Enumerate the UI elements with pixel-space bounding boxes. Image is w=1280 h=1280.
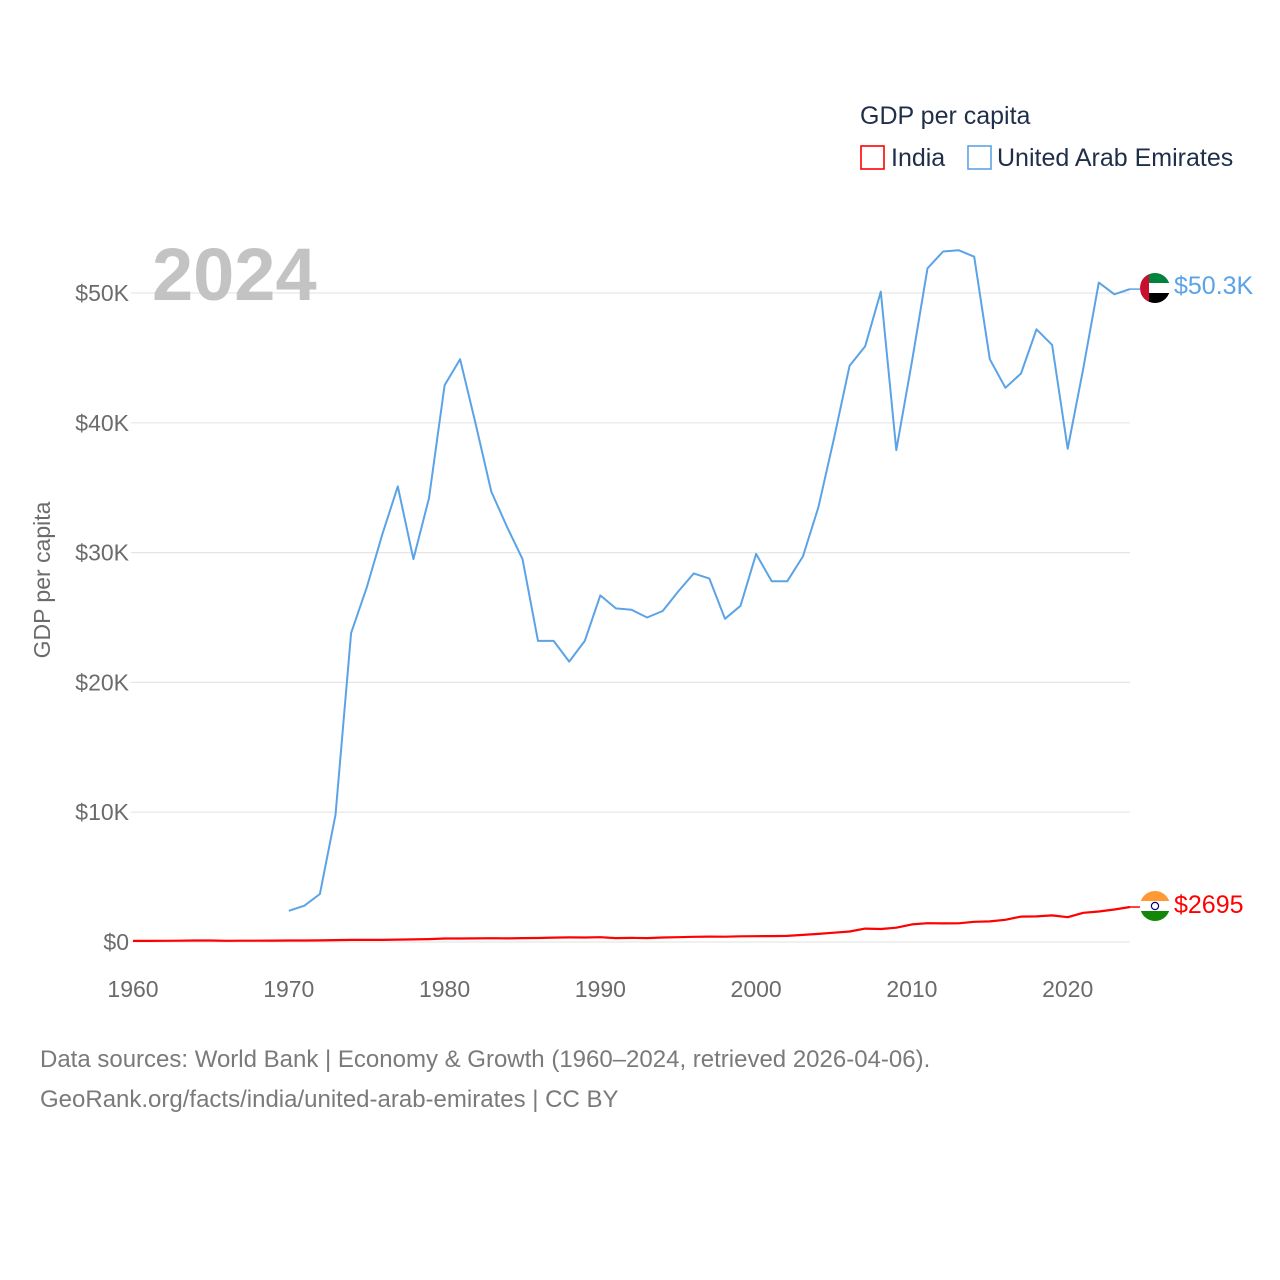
x-tick-label: 1960 (107, 976, 158, 1002)
line-chart: $0 $10K $20K $30K $40K $50K 1960 1970 1980 1990 2… (29, 102, 1254, 1002)
gridlines (131, 292, 1130, 943)
y-tick-label: $30K (75, 540, 129, 566)
legend-title: GDP per capita (860, 102, 1031, 130)
y-tick-label: $50K (75, 280, 129, 306)
y-tick-label: $20K (75, 669, 129, 695)
y-tick-label: $10K (75, 799, 129, 825)
india-end-value-label: $2695 (1174, 891, 1244, 919)
data-source-note: Data sources: World Bank | Economy & Gro… (40, 1046, 931, 1073)
footer: Data sources: World Bank | Economy & Gro… (40, 1040, 1240, 1120)
india-flag-icon (1140, 891, 1170, 921)
legend-swatch-india[interactable] (860, 145, 885, 170)
source-url-license: GeoRank.org/facts/india/united-arab-emir… (40, 1086, 619, 1113)
y-tick-label: $40K (75, 410, 129, 436)
x-tick-label: 2020 (1042, 976, 1093, 1002)
x-tick-label: 2000 (731, 976, 782, 1002)
current-year-label: 2024 (152, 233, 317, 316)
x-tick-label: 1990 (575, 976, 626, 1002)
y-tick-label: $0 (103, 929, 129, 955)
y-axis-title: GDP per capita (29, 501, 55, 658)
legend-swatch-uae[interactable] (967, 145, 992, 170)
uae-flag-icon (1140, 273, 1170, 303)
legend-label-india[interactable]: India (891, 144, 945, 172)
x-tick-label: 1970 (263, 976, 314, 1002)
x-tick-label: 1980 (419, 976, 470, 1002)
uae-end-value-label: $50.3K (1174, 272, 1254, 300)
series-line-india[interactable] (133, 905, 1131, 943)
x-axis-ticks: 1960 1970 1980 1990 2000 2010 2020 (107, 976, 1093, 1002)
x-tick-label: 2010 (886, 976, 937, 1002)
legend-label-uae[interactable]: United Arab Emirates (997, 144, 1233, 172)
series-lines (133, 249, 1140, 943)
legend: GDP per capita India United Arab Emirate… (860, 102, 1233, 172)
y-axis-ticks: $0 $10K $20K $30K $40K $50K (75, 280, 129, 955)
series-line-united-arab-emirates[interactable] (288, 249, 1131, 912)
